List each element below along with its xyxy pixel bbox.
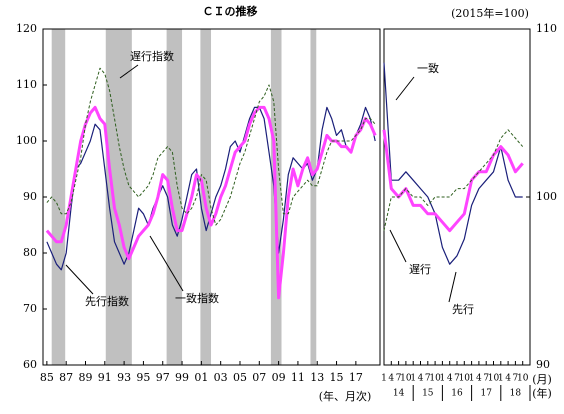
annotation-arrow bbox=[119, 64, 139, 79]
x-tick-label: 1 bbox=[498, 374, 504, 384]
x-tick-label: 1 bbox=[410, 374, 416, 384]
x-tick-label: 17 bbox=[349, 371, 363, 384]
year-label: (年) bbox=[532, 386, 552, 400]
x-tick-label: 10 bbox=[517, 374, 529, 384]
x-tick-label: 05 bbox=[233, 371, 247, 384]
year-tick-label: 18 bbox=[510, 389, 522, 399]
x-tick-label: 1 bbox=[469, 374, 475, 384]
annotation: 先行指数 bbox=[85, 294, 129, 308]
x-tick-label: 10 bbox=[488, 374, 500, 384]
series-line bbox=[383, 62, 523, 265]
x-tick-label: 4 bbox=[388, 374, 394, 384]
x-tick-label: 10 bbox=[400, 374, 412, 384]
x-tick-label: 10 bbox=[459, 374, 471, 384]
y-tick-label: 90 bbox=[536, 358, 550, 371]
annotation: 遅行 bbox=[409, 263, 431, 276]
annotation-arrow bbox=[65, 264, 94, 295]
annotation: 一致 bbox=[417, 61, 439, 75]
y-tick-label: 120 bbox=[16, 22, 37, 35]
x-tick-label: 13 bbox=[310, 371, 324, 384]
y-tick-label: 110 bbox=[536, 22, 557, 35]
series-line bbox=[383, 129, 524, 231]
x-tick-label: 03 bbox=[214, 371, 228, 384]
chart-title: ＣＩの推移 bbox=[203, 4, 258, 18]
annotation-arrow bbox=[389, 229, 407, 263]
x-tick-label: 85 bbox=[40, 371, 54, 384]
x-tick-label: 4 bbox=[505, 374, 511, 384]
annotation-arrow bbox=[149, 235, 184, 292]
series-line bbox=[382, 129, 524, 233]
year-tick-label: 16 bbox=[451, 389, 463, 399]
x-tick-label: 11 bbox=[291, 371, 305, 384]
series-line bbox=[46, 67, 376, 226]
y-tick-label: 90 bbox=[23, 190, 37, 203]
x-tick-label: 93 bbox=[117, 371, 131, 384]
x-tick-label: 07 bbox=[252, 371, 266, 384]
x-tick-label: 4 bbox=[476, 374, 482, 384]
x-axis-label: (年、月次) bbox=[319, 389, 372, 403]
x-tick-label: 97 bbox=[156, 371, 170, 384]
x-tick-label: 87 bbox=[59, 371, 73, 384]
x-tick-label: 15 bbox=[330, 371, 344, 384]
year-tick-label: 15 bbox=[422, 389, 434, 399]
annotation: 遅行指数 bbox=[130, 49, 174, 63]
x-tick-label: 09 bbox=[272, 371, 286, 384]
annotation-arrow bbox=[395, 76, 415, 101]
x-tick-label: 4 bbox=[418, 374, 424, 384]
year-tick-label: 17 bbox=[480, 389, 492, 399]
x-tick-label: 95 bbox=[136, 371, 150, 384]
x-tick-label: 10 bbox=[429, 374, 441, 384]
y-tick-label: 80 bbox=[23, 246, 37, 259]
year-tick-label: 14 bbox=[393, 389, 405, 399]
x-tick-label: 7 bbox=[513, 374, 519, 384]
series-line bbox=[46, 106, 376, 271]
x-tick-label: 4 bbox=[447, 374, 453, 384]
x-tick-label: 99 bbox=[175, 371, 189, 384]
y-tick-label: 60 bbox=[23, 358, 37, 371]
x-tick-label: 1 bbox=[381, 374, 387, 384]
x-tick-label: 7 bbox=[425, 374, 431, 384]
x-tick-label: 7 bbox=[483, 374, 489, 384]
x-tick-label: 7 bbox=[454, 374, 460, 384]
annotation: 先行 bbox=[452, 303, 474, 316]
x-tick-label: 91 bbox=[98, 371, 112, 384]
y-tick-label: 100 bbox=[536, 190, 557, 203]
y-tick-label: 110 bbox=[16, 78, 37, 91]
month-label: (月) bbox=[532, 373, 552, 386]
annotation-arrow bbox=[448, 271, 457, 303]
y-tick-label: 100 bbox=[16, 134, 37, 147]
x-tick-label: 89 bbox=[78, 371, 92, 384]
y-tick-label: 70 bbox=[23, 302, 37, 315]
x-tick-label: 1 bbox=[440, 374, 446, 384]
series-line bbox=[45, 105, 377, 300]
x-tick-label: 7 bbox=[396, 374, 402, 384]
shaded-period bbox=[166, 29, 183, 365]
x-tick-label: 01 bbox=[194, 371, 208, 384]
shaded-period bbox=[51, 29, 66, 365]
note: (2015年=100) bbox=[451, 6, 529, 20]
plot-frame bbox=[42, 28, 381, 366]
annotation: 一致指数 bbox=[175, 291, 219, 305]
shaded-period bbox=[105, 29, 132, 365]
shaded-period bbox=[310, 29, 317, 365]
